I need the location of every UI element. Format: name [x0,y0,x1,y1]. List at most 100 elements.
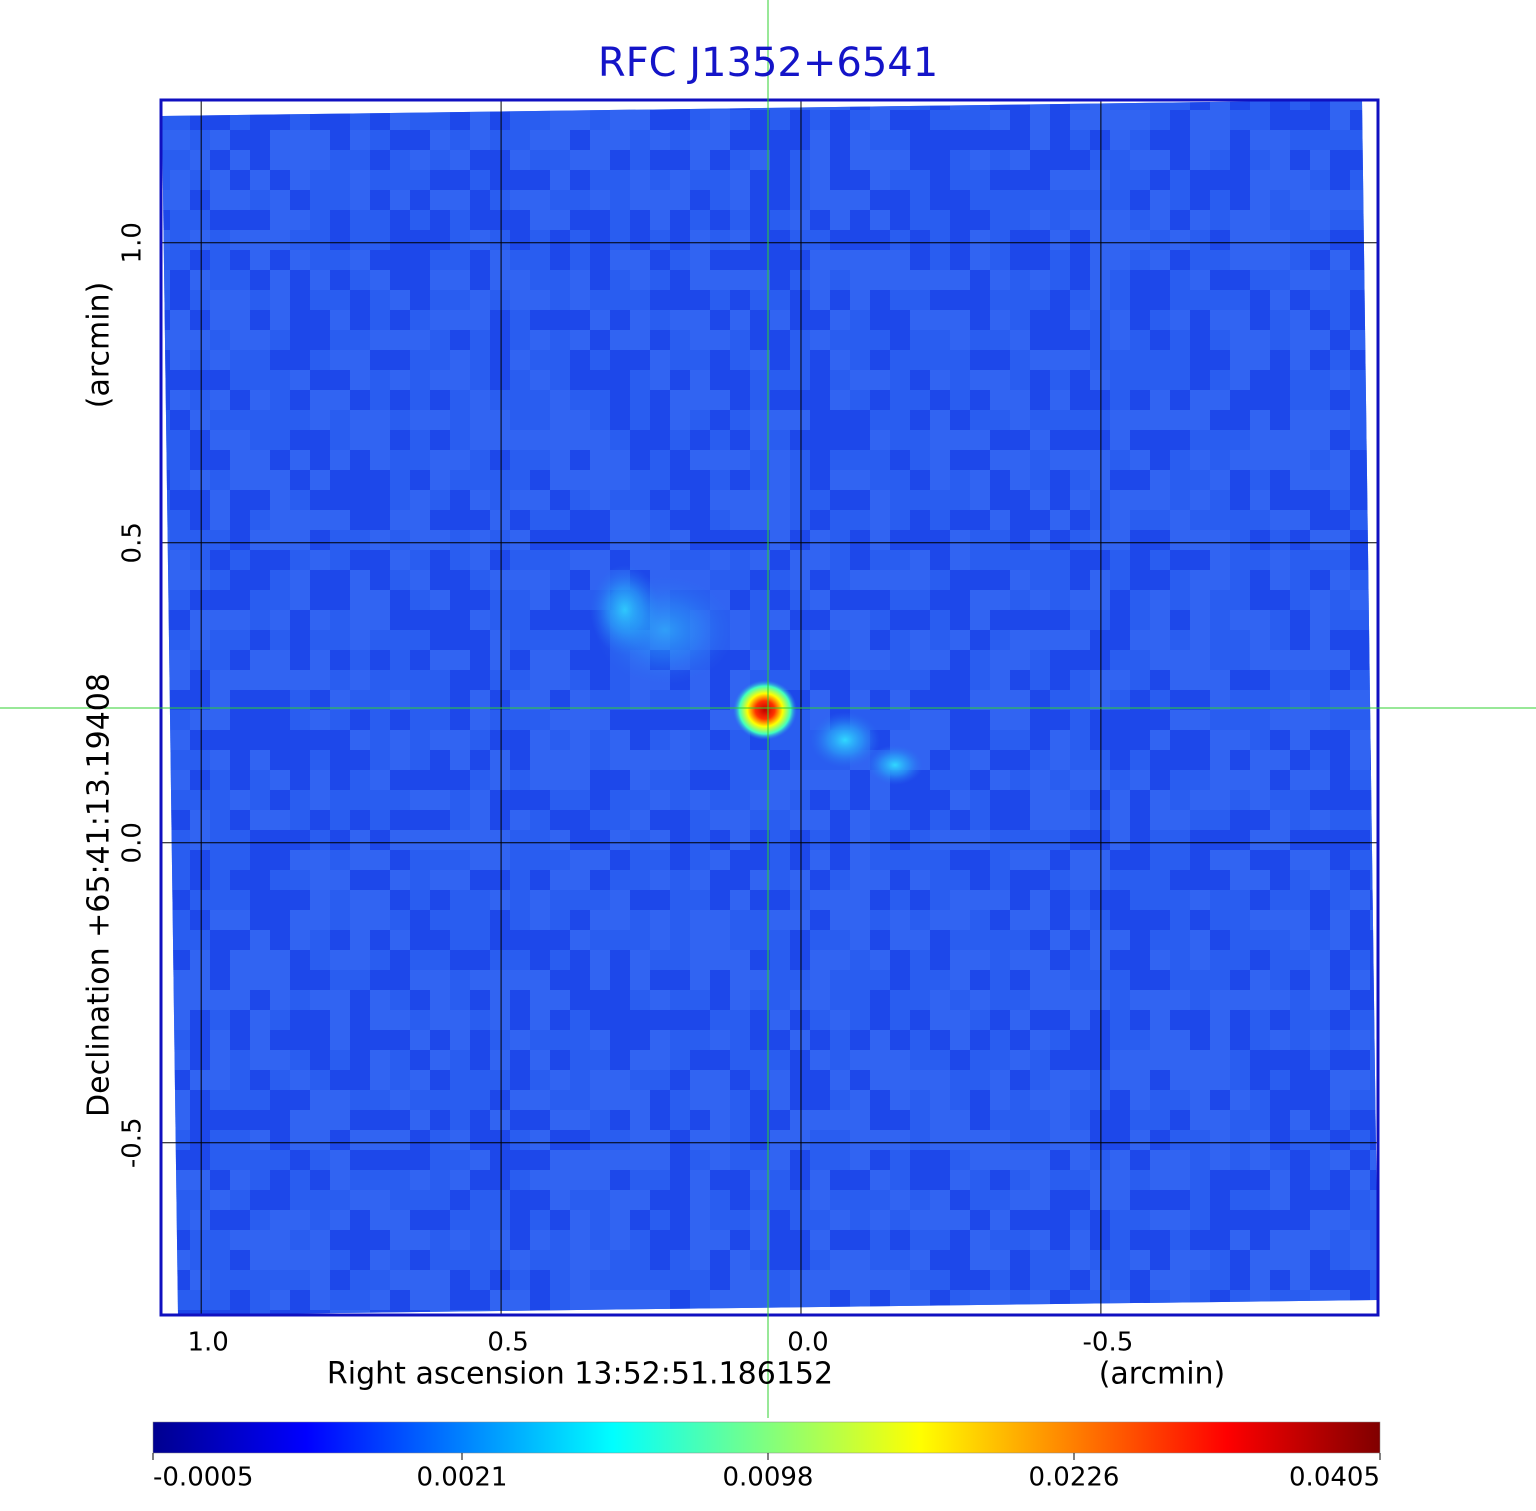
map-pixel [270,730,290,750]
map-pixel [390,830,410,850]
map-pixel [930,870,950,890]
map-pixel [430,170,450,190]
map-pixel [1230,1310,1250,1315]
map-pixel [350,1250,370,1270]
colorbar-tick-label: 0.0021 [416,1463,507,1493]
map-pixel [330,590,350,610]
map-pixel [1250,290,1270,310]
map-pixel [470,710,490,730]
map-pixel [1230,470,1250,490]
map-pixel [1370,450,1378,470]
map-pixel [530,250,550,270]
map-pixel [1370,690,1378,710]
map-pixel [290,410,310,430]
map-pixel [210,890,230,910]
map-pixel [1150,1150,1170,1170]
map-pixel [530,1270,550,1290]
map-pixel [270,1110,290,1130]
map-pixel [1030,210,1050,230]
map-pixel [290,570,310,590]
map-pixel [950,1210,970,1230]
map-pixel [770,1050,790,1070]
map-pixel [1230,1010,1250,1030]
map-pixel [570,1230,590,1250]
map-pixel [830,1150,850,1170]
map-pixel [1290,470,1310,490]
map-pixel [170,850,190,870]
map-pixel [630,750,650,770]
map-pixel [190,250,210,270]
map-pixel [270,1210,290,1230]
map-pixel [950,170,970,190]
map-pixel [1270,970,1290,990]
map-pixel [970,370,990,390]
map-pixel [1130,110,1150,130]
map-pixel [970,550,990,570]
map-pixel [470,690,490,710]
map-pixel [530,510,550,530]
map-pixel [230,590,250,610]
map-pixel [570,330,590,350]
map-pixel [790,150,810,170]
map-pixel [890,130,910,150]
map-pixel [1210,990,1230,1010]
map-pixel [630,110,650,130]
map-pixel [1290,810,1310,830]
map-pixel [710,470,730,490]
map-pixel [850,810,870,830]
map-pixel [1270,290,1290,310]
colorbar [152,1421,1381,1454]
map-pixel [1210,1250,1230,1270]
map-pixel [370,1030,390,1050]
map-pixel [910,950,930,970]
map-pixel [750,750,770,770]
map-pixel [1230,810,1250,830]
map-pixel [630,350,650,370]
map-pixel [290,890,310,910]
map-pixel [290,470,310,490]
map-pixel [410,1290,430,1310]
map-pixel [930,930,950,950]
map-pixel [870,1150,890,1170]
map-pixel [1290,510,1310,530]
map-pixel [190,470,210,490]
map-pixel [310,910,330,930]
map-pixel [1230,1210,1250,1230]
map-pixel [910,170,930,190]
map-pixel [450,450,470,470]
map-pixel [1010,650,1030,670]
map-pixel [1170,1210,1190,1230]
map-pixel [950,1290,970,1310]
map-pixel [510,610,530,630]
map-pixel [1110,330,1130,350]
map-pixel [930,490,950,510]
map-pixel [330,1090,350,1110]
map-pixel [1050,270,1070,290]
map-pixel [530,910,550,930]
map-pixel [270,790,290,810]
map-pixel [850,470,870,490]
map-pixel [1350,950,1370,970]
map-pixel [630,730,650,750]
map-pixel [690,350,710,370]
map-pixel [530,990,550,1010]
map-pixel [1110,1010,1130,1030]
map-pixel [810,670,830,690]
map-pixel [590,490,610,510]
map-pixel [1270,1210,1290,1230]
map-pixel [1010,1190,1030,1210]
map-pixel [850,770,870,790]
map-pixel [370,110,390,130]
map-pixel [450,550,470,570]
map-pixel [610,950,630,970]
map-pixel [1290,230,1310,250]
map-pixel [1290,990,1310,1010]
map-pixel [270,1070,290,1090]
map-pixel [1370,1070,1378,1090]
map-pixel [570,670,590,690]
map-pixel [790,530,810,550]
map-pixel [650,850,670,870]
map-pixel [1170,170,1190,190]
map-pixel [590,910,610,930]
map-pixel [1110,350,1130,370]
